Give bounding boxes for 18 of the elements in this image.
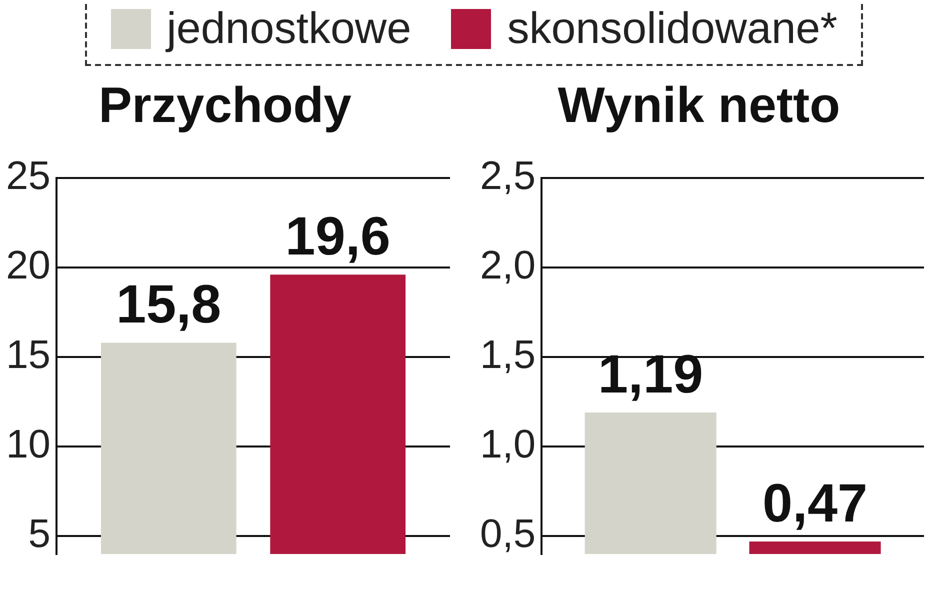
- y-tick-label: 2,5: [480, 154, 536, 198]
- chart-title: Przychody: [98, 76, 352, 133]
- y-tick-label: 15: [6, 333, 50, 378]
- y-tick-label: 10: [6, 422, 50, 467]
- legend-label: skonsolidowane*: [507, 4, 838, 54]
- data-label: 0,47: [762, 473, 868, 534]
- data-label: 15,8: [116, 274, 222, 335]
- y-tick-label: 1,0: [480, 422, 536, 467]
- y-tick-label: 25: [6, 154, 50, 198]
- data-label: 19,6: [285, 206, 390, 267]
- legend-label: jednostkowe: [166, 4, 412, 54]
- y-tick-label: 2,0: [480, 244, 536, 288]
- chart-title: Wynik netto: [558, 76, 840, 133]
- y-tick-label: 0,5: [480, 512, 536, 556]
- y-tick-label: 20: [6, 244, 50, 288]
- y-tick-label: 1,5: [480, 333, 536, 378]
- data-label: 1,19: [598, 344, 704, 404]
- y-tick-label: 5: [28, 512, 50, 556]
